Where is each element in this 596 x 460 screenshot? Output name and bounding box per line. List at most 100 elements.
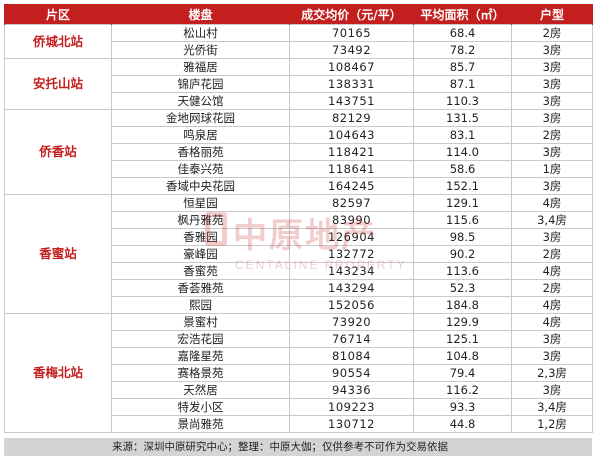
unit-type-cell: 2,3房 [511,364,593,382]
estate-cell: 嘉隆星苑 [111,347,290,365]
area-cell: 52.3 [413,279,512,297]
unit-type-cell: 3房 [511,109,593,127]
area-cell: 58.6 [413,160,512,178]
table-row: 香格丽苑 118421 114.0 3房 [5,143,593,161]
district-cell: 侨城北站 [4,24,112,59]
table-row: 佳泰兴苑 118641 58.6 1房 [5,160,593,178]
unit-type-cell: 1,2房 [511,415,593,433]
header-avg-price: 成交均价（元/平） [289,4,414,25]
price-cell: 109223 [289,398,414,416]
transaction-table-container: 片区 楼盘 成交均价（元/平） 平均面积（㎡） 户型 侨城北站 松山村 70165 6… [4,4,593,433]
district-cell: 侨香站 [4,109,112,195]
price-cell: 82597 [289,194,414,212]
price-cell: 143234 [289,262,414,280]
estate-cell: 熙园 [111,296,290,314]
district-cell: 安托山站 [4,58,112,110]
estate-cell: 松山村 [111,24,290,42]
unit-type-cell: 3,4房 [511,398,593,416]
district-cell: 香梅北站 [4,313,112,433]
area-cell: 184.8 [413,296,512,314]
price-cell: 143294 [289,279,414,297]
estate-cell: 豪峰园 [111,245,290,263]
area-cell: 68.4 [413,24,512,42]
district-cell: 香蜜站 [4,194,112,314]
unit-type-cell: 3房 [511,381,593,399]
area-cell: 83.1 [413,126,512,144]
unit-type-cell: 2房 [511,126,593,144]
price-cell: 73920 [289,313,414,331]
table-row: 香雅园 126904 98.5 3房 [5,228,593,246]
unit-type-cell: 1房 [511,160,593,178]
area-cell: 125.1 [413,330,512,348]
unit-type-cell: 3房 [511,177,593,195]
area-cell: 129.9 [413,313,512,331]
area-cell: 116.2 [413,381,512,399]
price-cell: 132772 [289,245,414,263]
table-row: 天健公馆 143751 110.3 3房 [5,92,593,110]
estate-cell: 香蜜苑 [111,262,290,280]
area-cell: 78.2 [413,41,512,59]
header-unit-type: 户型 [511,4,593,25]
unit-type-cell: 3房 [511,41,593,59]
header-estate: 楼盘 [111,4,290,25]
price-cell: 164245 [289,177,414,195]
price-cell: 104643 [289,126,414,144]
table-row: 侨城北站 松山村 70165 68.4 2房 [4,24,593,59]
price-cell: 138331 [289,75,414,93]
estate-cell: 佳泰兴苑 [111,160,290,178]
price-cell: 118641 [289,160,414,178]
estate-cell: 锦庐花园 [111,75,290,93]
price-cell: 118421 [289,143,414,161]
table-row: 香荟雅苑 143294 52.3 2房 [5,279,593,297]
area-cell: 44.8 [413,415,512,433]
estate-cell: 天健公馆 [111,92,290,110]
estate-cell: 特发小区 [111,398,290,416]
price-cell: 143751 [289,92,414,110]
unit-type-cell: 4房 [511,262,593,280]
unit-type-cell: 4房 [511,296,593,314]
area-cell: 87.1 [413,75,512,93]
estate-cell: 景尚雅苑 [111,415,290,433]
price-cell: 126904 [289,228,414,246]
estate-cell: 恒星园 [111,194,290,212]
header-avg-area: 平均面积（㎡） [413,4,512,25]
price-cell: 90554 [289,364,414,382]
area-cell: 104.8 [413,347,512,365]
unit-type-cell: 4房 [511,194,593,212]
area-cell: 115.6 [413,211,512,229]
estate-cell: 宏浩花园 [111,330,290,348]
table-row: 鸣泉居 104643 83.1 2房 [5,126,593,144]
source-footer: 来源：深圳中原研究中心；整理：中原大伽；仅供参考不可作为交易依据 [4,438,592,456]
area-cell: 113.6 [413,262,512,280]
price-cell: 108467 [289,58,414,76]
unit-type-cell: 2房 [511,245,593,263]
table-row: 侨香站 金地网球花园 82129 131.5 3房 [4,109,593,195]
estate-cell: 金地网球花园 [111,109,290,127]
unit-type-cell: 3房 [511,92,593,110]
table-row: 宏浩花园 76714 125.1 3房 [5,330,593,348]
area-cell: 129.1 [413,194,512,212]
area-cell: 131.5 [413,109,512,127]
table-row: 豪峰园 132772 90.2 2房 [5,245,593,263]
header-district: 片区 [4,4,112,25]
estate-cell: 天然居 [111,381,290,399]
area-cell: 110.3 [413,92,512,110]
table-body: 侨城北站 松山村 70165 68.4 2房 光侨街 73492 78.2 3房 安托山站 雅福居 1… [4,24,593,433]
area-cell: 114.0 [413,143,512,161]
unit-type-cell: 3房 [511,347,593,365]
area-cell: 85.7 [413,58,512,76]
transaction-table: 片区 楼盘 成交均价（元/平） 平均面积（㎡） 户型 侨城北站 松山村 70165 6… [4,4,593,433]
estate-cell: 香雅园 [111,228,290,246]
unit-type-cell: 2房 [511,24,593,42]
table-row: 景尚雅苑 130712 44.8 1,2房 [5,415,593,433]
unit-type-cell: 3房 [511,228,593,246]
price-cell: 82129 [289,109,414,127]
area-cell: 152.1 [413,177,512,195]
price-cell: 130712 [289,415,414,433]
table-row: 嘉隆星苑 81084 104.8 3房 [5,347,593,365]
unit-type-cell: 3房 [511,58,593,76]
price-cell: 73492 [289,41,414,59]
estate-cell: 枫丹雅苑 [111,211,290,229]
estate-cell: 鸣泉居 [111,126,290,144]
table-row: 香域中央花园 164245 152.1 3房 [5,177,593,195]
